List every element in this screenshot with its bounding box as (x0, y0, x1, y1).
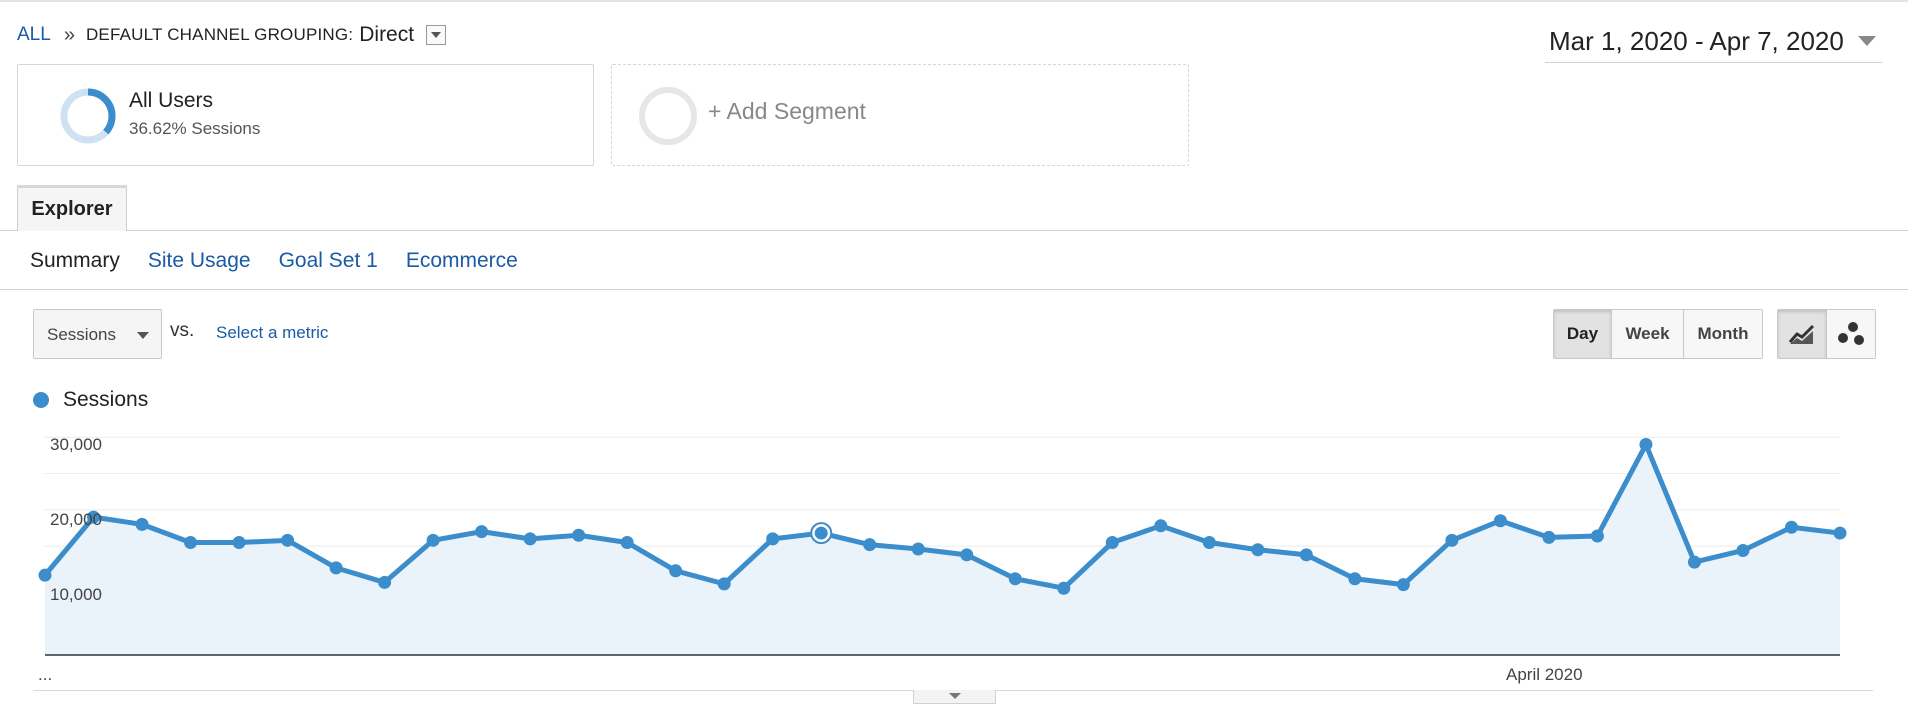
data-point (1445, 533, 1459, 547)
y-tick-label: 20,000 (50, 510, 102, 529)
subtab-site-usage[interactable]: Site Usage (147, 249, 251, 272)
data-point (1784, 520, 1798, 534)
breadcrumb-separator: » (63, 23, 75, 46)
data-point (1202, 536, 1216, 549)
add-segment-button[interactable]: + Add Segment (611, 64, 1189, 166)
data-point (184, 536, 198, 549)
data-point (1154, 519, 1168, 533)
chevron-down-icon (1858, 36, 1876, 46)
data-point (135, 517, 149, 531)
data-point (1639, 438, 1653, 452)
data-point (1493, 514, 1507, 528)
add-segment-label: + Add Segment (708, 98, 866, 124)
subtab-summary[interactable]: Summary (30, 249, 120, 272)
subtab-divider (0, 289, 1908, 290)
data-point (523, 532, 537, 546)
week-button[interactable]: Week (1612, 310, 1684, 358)
data-point (1590, 529, 1604, 543)
expand-down-icon[interactable] (913, 690, 996, 704)
subtab-ecommerce[interactable]: Ecommerce (405, 249, 518, 272)
data-point (281, 533, 295, 547)
tab-divider (0, 230, 1908, 231)
month-button[interactable]: Month (1684, 310, 1762, 358)
subtab-goal-set-1[interactable]: Goal Set 1 (278, 249, 378, 272)
data-point (1833, 526, 1847, 540)
series-line (43, 442, 1841, 591)
segment-all-users[interactable]: All Users 36.62% Sessions (17, 64, 594, 166)
line-chart-button[interactable] (1778, 310, 1827, 358)
tab-explorer[interactable]: Explorer (17, 185, 127, 231)
segment-subtitle: 36.62% Sessions (129, 119, 261, 138)
segment-name: All Users (129, 89, 214, 112)
data-point (38, 568, 52, 582)
sessions-chart: 30,000 20,000 10,000 ... April 2020 (0, 420, 1920, 684)
explorer-subtabs: Summary Site Usage Goal Set 1 Ecommerce (30, 248, 546, 274)
y-tick-label: 10,000 (50, 585, 102, 604)
segment-donut-icon (60, 88, 116, 144)
line-chart-icon (1788, 324, 1815, 344)
data-point (766, 532, 780, 546)
x-tick-label: April 2020 (1506, 665, 1583, 684)
data-point (1008, 572, 1022, 586)
data-point (1542, 530, 1556, 544)
data-point (717, 577, 731, 591)
select-metric-link[interactable]: Select a metric (216, 323, 329, 342)
data-point (475, 525, 489, 539)
empty-segment-ring-icon (639, 87, 697, 145)
data-point (1299, 548, 1313, 562)
data-point (620, 536, 634, 549)
breadcrumb-all-link[interactable]: ALL (17, 24, 51, 45)
sessions-chart-svg (38, 436, 1847, 656)
data-point (329, 561, 343, 575)
breadcrumb-dimension: DEFAULT CHANNEL GROUPING: (85, 25, 354, 44)
data-point (1348, 572, 1362, 586)
x-tick-label: ... (38, 665, 53, 684)
date-range-label: Mar 1, 2020 - Apr 7, 2020 (1549, 25, 1844, 56)
data-point (911, 542, 925, 556)
metric-select-value: Sessions (47, 325, 116, 344)
breadcrumb-value: Direct (359, 23, 415, 46)
data-point (1736, 543, 1750, 557)
data-point (1251, 543, 1265, 557)
data-point (1396, 578, 1410, 592)
dropdown-caret-icon[interactable] (426, 25, 447, 45)
data-point (1105, 536, 1119, 549)
data-point (232, 536, 246, 549)
series-area (45, 444, 1840, 655)
y-tick-label: 30,000 (50, 435, 102, 454)
data-point (1687, 555, 1701, 569)
data-point (572, 528, 586, 542)
data-point (426, 533, 440, 547)
chart-legend: Sessions (33, 388, 148, 412)
data-point (1057, 581, 1071, 595)
series-color-dot (33, 392, 49, 408)
data-point (378, 575, 392, 589)
date-range-picker[interactable]: Mar 1, 2020 - Apr 7, 2020 (1545, 20, 1882, 63)
data-point (87, 510, 101, 524)
vs-label: vs. (170, 320, 195, 341)
legend-label: Sessions (63, 388, 149, 411)
data-point (863, 538, 877, 552)
chart-type-toggle (1777, 309, 1876, 359)
breadcrumb: ALL » DEFAULT CHANNEL GROUPING: Direct (17, 20, 447, 50)
data-point (669, 564, 683, 578)
motion-chart-button[interactable] (1827, 310, 1875, 358)
day-button[interactable]: Day (1554, 310, 1612, 358)
motion-chart-icon (1838, 322, 1864, 345)
metric-select[interactable]: Sessions (33, 309, 162, 359)
top-border (0, 0, 1908, 2)
granularity-toggle: Day Week Month (1553, 309, 1763, 359)
chevron-down-icon (137, 332, 149, 339)
data-point (814, 526, 828, 540)
data-point (960, 548, 974, 562)
